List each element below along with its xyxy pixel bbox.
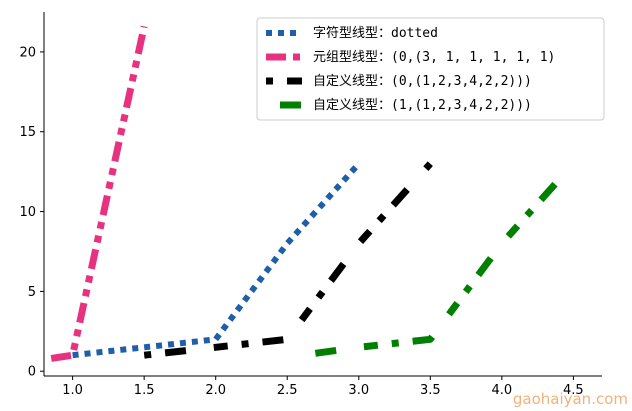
x-tick-label: 2.5 [277, 383, 298, 398]
tick-labels: 1.0 1.5 2.0 2.5 3.0 3.5 4.0 4.5 0 5 10 15 20 [19, 45, 583, 398]
legend-frame [256, 17, 605, 121]
legend-label-3: 自定义线型：(0,(1,2,3,4,2,2))) [313, 74, 532, 89]
y-tick-label: 15 [19, 125, 36, 140]
series-line-1 [72, 161, 362, 359]
series-lines [50, 25, 577, 362]
y-tick-label: 5 [28, 285, 36, 300]
x-tick-label: 1.0 [62, 383, 83, 398]
x-tick-label: 2.0 [205, 383, 226, 398]
legend-label-4: 自定义线型：(1,(1,2,3,4,2,2))) [313, 98, 532, 113]
x-tick-label: 4.0 [492, 383, 513, 398]
series-line-2 [50, 25, 148, 362]
y-tick-label: 10 [19, 205, 36, 220]
y-tick-label: 0 [28, 365, 36, 380]
series-line-4 [301, 161, 577, 359]
legend-label-2: 元组型线型：(0,(3, 1, 1, 1, 1, 1) [313, 50, 555, 65]
series-line-3 [143, 161, 433, 359]
x-tick-label: 4.5 [563, 383, 584, 398]
x-tick-label: 3.0 [348, 383, 369, 398]
legend-label-1: 字符型线型：dotted [313, 25, 438, 41]
x-tick-label: 1.5 [134, 383, 155, 398]
legend: 字符型线型：dotted 元组型线型：(0,(3, 1, 1, 1, 1, 1) 自… [256, 17, 605, 121]
x-tick-label: 3.5 [420, 383, 441, 398]
y-tick-label: 20 [19, 45, 36, 60]
axes [43, 12, 602, 377]
watermark-text: gaohaiyan.com [513, 390, 628, 408]
